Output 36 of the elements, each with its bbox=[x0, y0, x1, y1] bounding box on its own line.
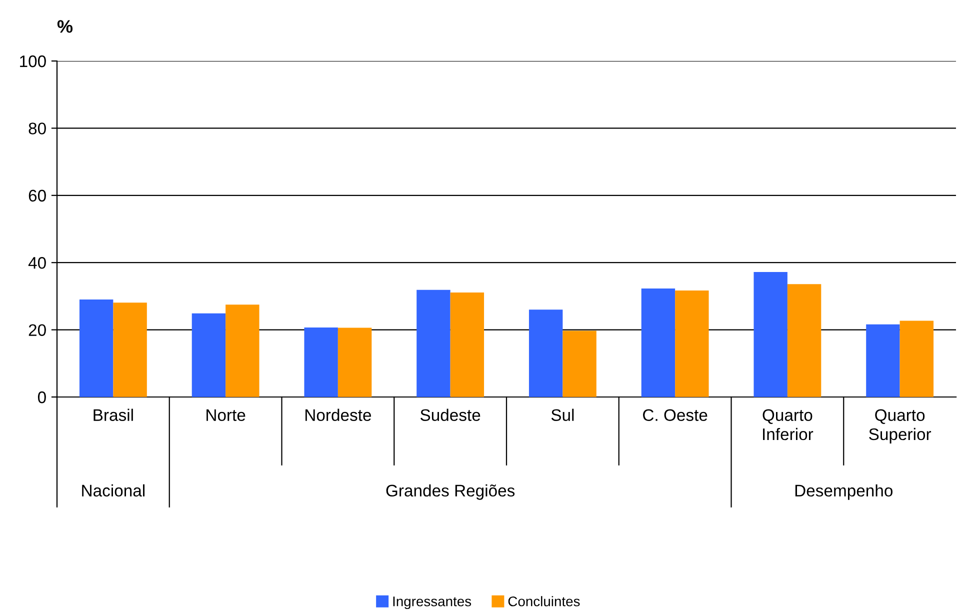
x-tick-label: Quarto Inferior bbox=[762, 409, 814, 440]
bar bbox=[79, 300, 114, 397]
bar bbox=[528, 310, 563, 397]
text: Nacional bbox=[82, 484, 144, 497]
bar bbox=[192, 313, 226, 397]
x-tick-label: Norte bbox=[206, 409, 246, 421]
bar bbox=[641, 288, 676, 397]
bar bbox=[338, 328, 372, 397]
x-tick-label: Sudeste bbox=[420, 408, 480, 421]
y-tick-label: 100 bbox=[20, 55, 46, 68]
y-tick-label: 80 bbox=[28, 122, 46, 134]
text: Desempenho bbox=[795, 484, 892, 500]
x-tick-label: Sul bbox=[551, 408, 574, 421]
bar bbox=[675, 290, 709, 397]
legend-label: Ingressantes bbox=[393, 596, 472, 610]
bar bbox=[416, 290, 450, 397]
bar bbox=[787, 284, 822, 397]
bar bbox=[450, 292, 484, 397]
y-tick-label: 0 bbox=[38, 391, 46, 404]
legend-label: Concluintes bbox=[508, 596, 580, 606]
y-axis-title: % bbox=[57, 20, 73, 33]
bar bbox=[226, 304, 260, 397]
x-tick-label: Brasil bbox=[94, 408, 133, 421]
bar bbox=[754, 272, 788, 397]
text: Grandes Regiões bbox=[386, 484, 515, 500]
y-tick-label: 60 bbox=[28, 190, 46, 202]
bar bbox=[900, 320, 934, 397]
y-tick-label: 40 bbox=[28, 257, 46, 269]
bar bbox=[562, 330, 596, 397]
y-tick-label: 20 bbox=[28, 324, 46, 336]
x-tick-label: Nordeste bbox=[305, 408, 372, 421]
bar bbox=[866, 324, 900, 397]
x-tick-label: C. Oeste bbox=[643, 409, 708, 421]
bar bbox=[304, 327, 338, 397]
bar bbox=[113, 302, 147, 397]
x-tick-label: Quarto Superior bbox=[869, 409, 932, 444]
